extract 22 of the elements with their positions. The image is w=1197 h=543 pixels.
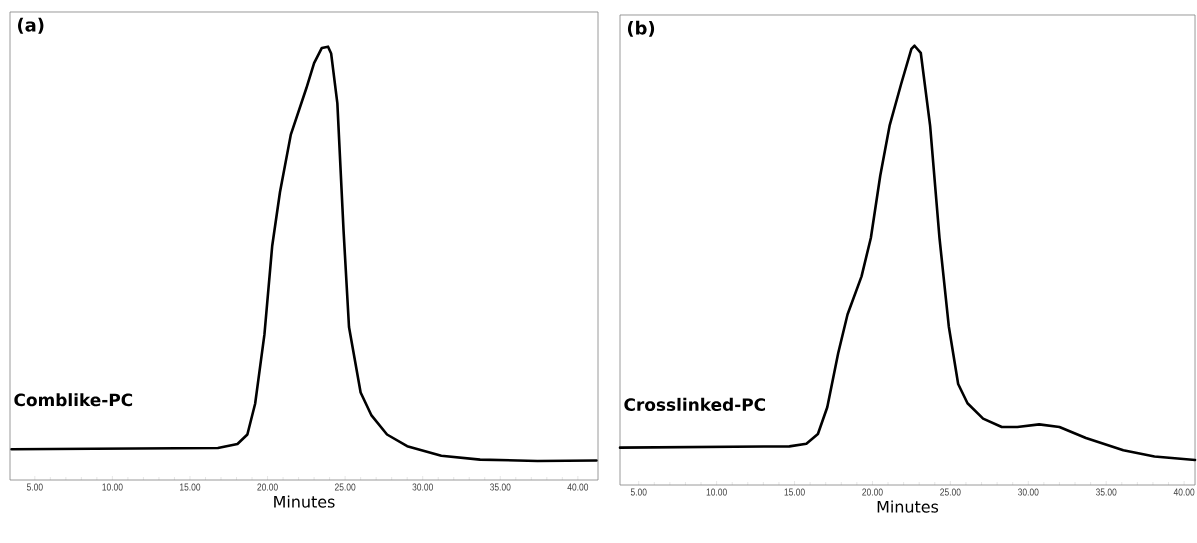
x-tick-label: 40.00	[1173, 488, 1195, 496]
x-tick-label: 5.00	[26, 483, 43, 491]
x-tick-label: 35.00	[1095, 488, 1117, 496]
x-tick-label: 25.00	[940, 488, 961, 496]
chart-title: (a)	[18, 17, 44, 34]
text: Crosslinked-PC	[624, 397, 765, 411]
x-axis-title: Minutes	[274, 495, 335, 508]
x-tick-label: 30.00	[1018, 488, 1039, 496]
x-tick-label: 5.00	[630, 488, 647, 496]
x-tick-label: 20.00	[862, 488, 883, 496]
x-tick-label: 30.00	[412, 483, 433, 491]
x-tick-label: 40.00	[567, 483, 589, 491]
x-tick-label: 10.00	[102, 483, 123, 491]
x-tick-label: 35.00	[490, 483, 511, 491]
x-tick-label: 15.00	[784, 488, 805, 496]
text: Comblike-PC	[14, 393, 133, 407]
x-tick-label: 15.00	[180, 483, 201, 491]
x-tick-label: 10.00	[706, 488, 727, 496]
x-tick-label: 25.00	[334, 483, 356, 491]
x-tick-label: 20.00	[257, 483, 278, 491]
x-axis-title: Minutes	[877, 500, 939, 513]
chart-title: (b)	[627, 20, 655, 37]
